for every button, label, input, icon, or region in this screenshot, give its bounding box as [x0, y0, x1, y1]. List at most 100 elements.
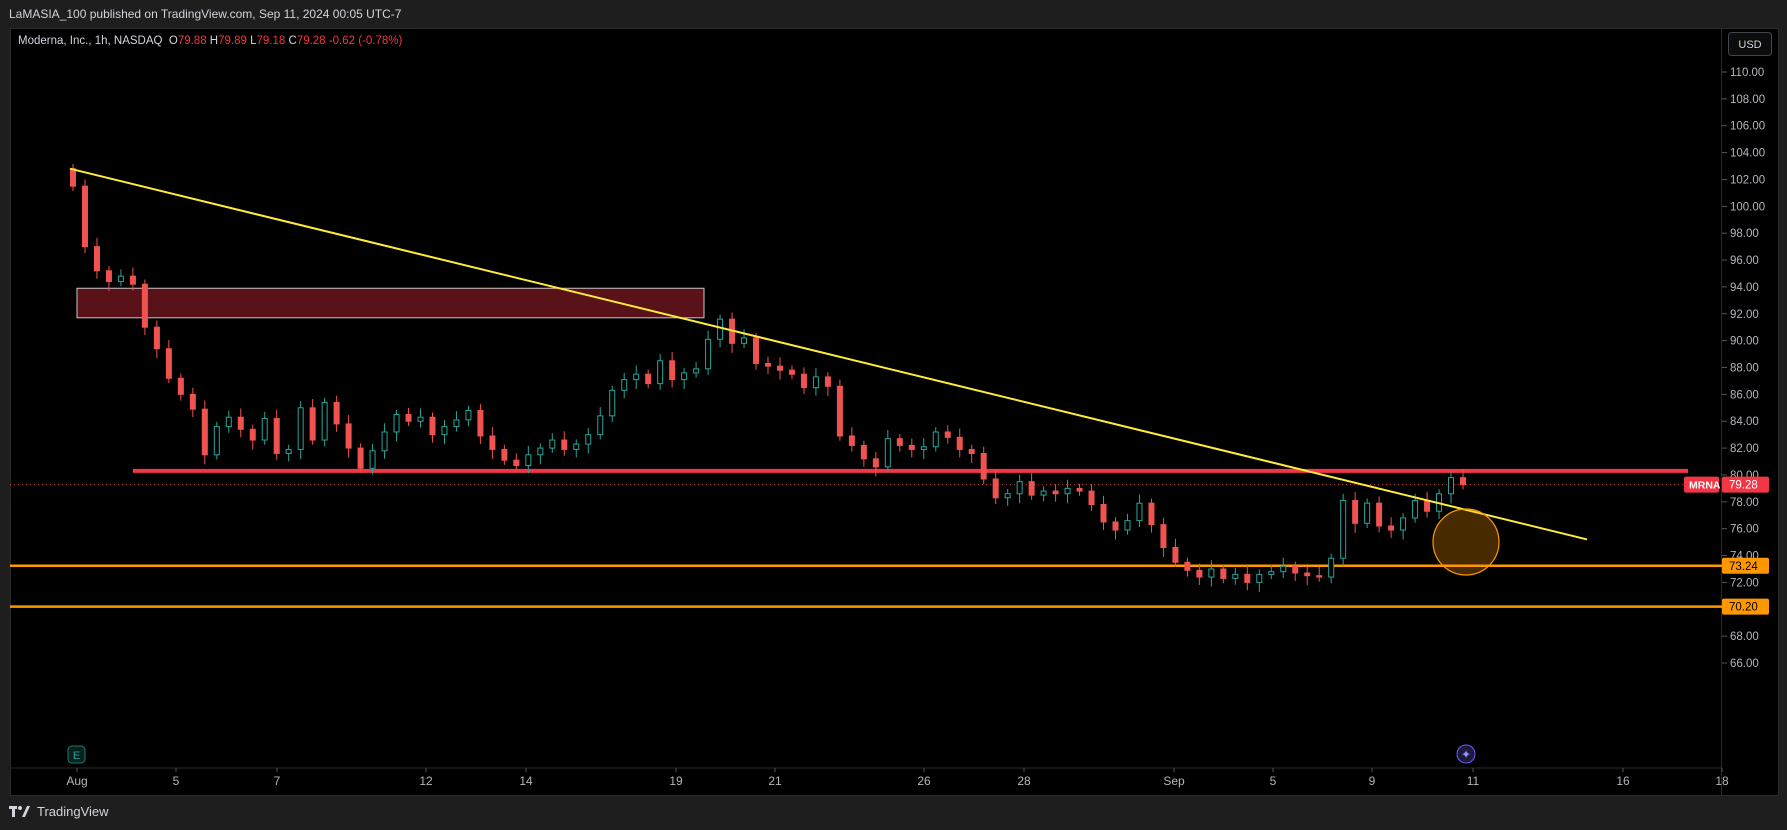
- candle-body: [1328, 557, 1335, 578]
- price-tick-label: 108.00: [1730, 94, 1765, 106]
- candle-body: [1040, 490, 1047, 496]
- horizontal-levels-layer: [10, 468, 1722, 608]
- price-tick-label: 94.00: [1730, 282, 1759, 294]
- candle-body: [1112, 521, 1119, 531]
- publish-info-text: LaMASIA_100 published on TradingView.com…: [9, 7, 402, 21]
- candle-body: [968, 448, 975, 454]
- candle-body: [1460, 477, 1466, 486]
- candle-body: [597, 415, 604, 436]
- support-tag-upper-text: 73.24: [1729, 561, 1758, 573]
- candle-body: [932, 431, 939, 448]
- time-axis-label: Sep: [1163, 774, 1185, 788]
- symbol-legend[interactable]: Moderna, Inc., 1h, NASDAQ O79.88 H79.89 …: [18, 35, 402, 47]
- price-tick-label: 88.00: [1730, 363, 1759, 375]
- price-tick-label: 76.00: [1730, 524, 1759, 536]
- candle-body: [477, 409, 484, 437]
- candle-body: [213, 426, 220, 456]
- candle-body: [836, 385, 843, 437]
- candle-body: [992, 478, 999, 499]
- support-tag-upper-bg: [1722, 557, 1769, 574]
- candle-body: [1100, 504, 1107, 523]
- candle-body: [1268, 571, 1275, 575]
- candle-body: [1400, 517, 1407, 531]
- legend-symbol: Moderna, Inc., 1h, NASDAQ: [18, 35, 163, 47]
- candle-body: [1424, 499, 1431, 512]
- price-tick-label: 78.00: [1730, 497, 1759, 509]
- price-tick-label: 106.00: [1730, 121, 1765, 133]
- time-axis-label: 19: [669, 774, 683, 788]
- candle-body: [81, 185, 88, 248]
- candle-body: [1208, 568, 1215, 578]
- tradingview-logo-icon: [9, 805, 30, 817]
- candle-body: [393, 414, 400, 433]
- candle-body: [788, 369, 795, 375]
- trendline-layer: [69, 167, 1588, 541]
- currency-button[interactable]: USD: [1728, 32, 1772, 56]
- candle-body: [1136, 502, 1143, 522]
- candle-body: [908, 444, 915, 450]
- price-tick-label: 102.00: [1730, 174, 1765, 186]
- dividend-event-icon[interactable]: ✦: [1456, 744, 1476, 764]
- time-axis-label: 12: [419, 774, 433, 788]
- candle-body: [1016, 481, 1023, 495]
- time-axis-label: 9: [1369, 774, 1376, 788]
- candle-body: [177, 377, 184, 395]
- candle-body: [1220, 568, 1227, 579]
- candle-body: [237, 416, 244, 430]
- candle-body: [657, 360, 664, 385]
- candle-body: [633, 373, 640, 381]
- highlight-circle-marker: [1432, 508, 1500, 576]
- price-axis-pane[interactable]: [1722, 28, 1779, 796]
- candle-body: [1148, 502, 1155, 526]
- event-icons-layer: E ✦: [67, 744, 1476, 764]
- legend-low: L79.18: [250, 35, 286, 47]
- candle-body: [549, 439, 556, 449]
- candle-body: [573, 443, 580, 450]
- candle-body: [309, 407, 316, 441]
- candle-body: [70, 168, 76, 187]
- candle-body: [105, 270, 112, 283]
- earnings-event-icon[interactable]: E: [67, 745, 86, 764]
- candle-body: [117, 275, 124, 283]
- symbol-tag-text: MRNA: [1689, 480, 1721, 492]
- descending-trendline: [69, 167, 1588, 541]
- price-tick-label: 68.00: [1730, 631, 1759, 643]
- candle-body: [561, 439, 568, 450]
- candle-body: [609, 389, 616, 417]
- candle-body: [513, 459, 520, 467]
- price-tick-label: 92.00: [1730, 309, 1759, 321]
- time-axis-label: 5: [173, 774, 180, 788]
- price-tick-label: 72.00: [1730, 577, 1759, 589]
- candle-body: [153, 326, 160, 350]
- candle-body: [896, 438, 903, 446]
- candle-body: [429, 416, 436, 436]
- chart-pane[interactable]: [10, 28, 1722, 796]
- candle-body: [824, 376, 831, 387]
- tradingview-logo[interactable]: TradingView: [9, 804, 109, 819]
- candle-body: [1184, 561, 1191, 571]
- candle-body: [1304, 572, 1311, 577]
- publish-info-bar: LaMASIA_100 published on TradingView.com…: [0, 0, 1787, 28]
- candle-body: [1052, 490, 1059, 495]
- svg-text:E: E: [73, 750, 80, 762]
- candle-body: [645, 373, 652, 385]
- candle-body: [1316, 575, 1323, 578]
- legend-close: C79.28: [288, 35, 326, 47]
- brand-name: TradingView: [37, 804, 109, 819]
- price-tick-label: 82.00: [1730, 443, 1759, 455]
- candle-body: [812, 376, 819, 389]
- candle-body: [465, 409, 472, 421]
- time-axis-label: Aug: [66, 774, 87, 788]
- candle-body: [369, 450, 376, 469]
- candle-body: [1340, 499, 1347, 559]
- candle-body: [621, 379, 628, 391]
- legend-open: O79.88: [168, 35, 207, 47]
- symbol-tag-bg: [1684, 476, 1719, 493]
- support-tag-lower-bg: [1722, 598, 1769, 615]
- candle-body: [345, 423, 352, 449]
- candle-body: [1388, 525, 1395, 531]
- candle-body: [872, 458, 879, 468]
- candle-body: [441, 426, 448, 436]
- candle-body: [884, 438, 891, 468]
